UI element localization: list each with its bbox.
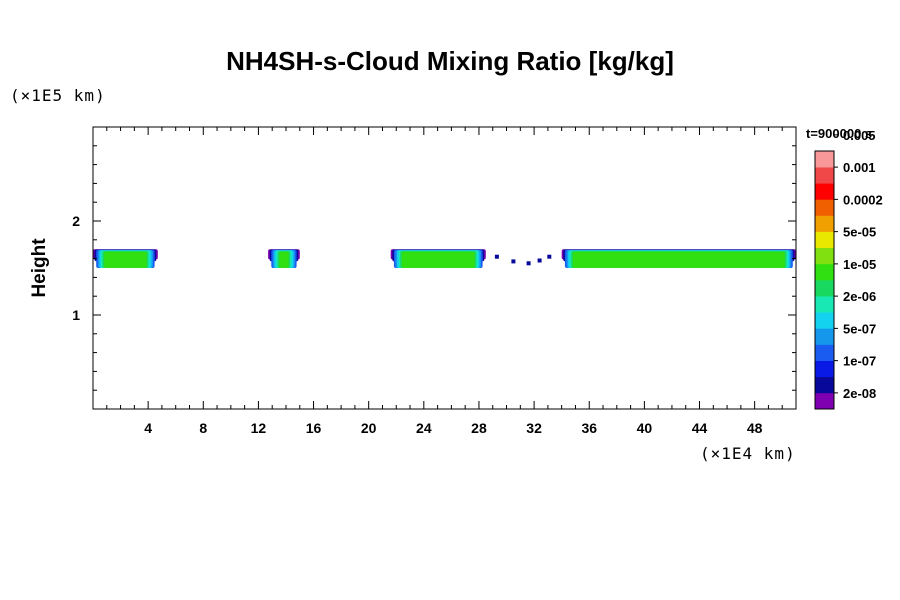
x-tick-label: 16 [306,420,322,436]
cloud-patch [511,259,516,264]
colorbar-swatch [815,183,834,200]
cloud-band [104,251,147,268]
cloud-layer [268,249,300,268]
colorbar-border [814,150,835,410]
colorbar-swatch [815,167,834,184]
colorbar-swatch [815,296,834,313]
x-tick-label: 4 [144,420,152,436]
colorbar-label: 1e-07 [843,354,876,369]
x-tick-label: 36 [581,420,597,436]
cloud-band [401,251,475,268]
y-tick-label: 1 [72,307,80,323]
colorbar-swatch [815,199,834,216]
x-tick-label: 12 [251,420,267,436]
colorbar-label: 0.0002 [843,192,883,207]
colorbar-label: 2e-08 [843,386,876,401]
cloud-band [279,251,289,268]
colorbar-swatch [815,376,834,394]
cloud-band [572,251,785,268]
chart-title: NH4SH-s-Cloud Mixing Ratio [kg/kg] [226,46,674,76]
colorbar-label: 0.005 [843,128,876,143]
plot-border [92,126,797,410]
x-tick-label: 48 [747,420,763,436]
cloud-patch [494,254,499,259]
y-tick-label: 2 [72,213,80,229]
colorbar-label: 5e-05 [843,225,876,240]
colorbar-label: 2e-06 [843,289,876,304]
x-tick-label: 8 [199,420,207,436]
cloud-layer [93,249,158,268]
cloud-patch [526,261,531,266]
cloud-patch [547,254,552,259]
colorbar-label: 1e-05 [843,257,876,272]
colorbar-swatch [815,392,834,410]
x-tick-label: 24 [416,420,432,436]
time-label: t=900000 s [806,126,873,141]
colorbar-label: 5e-07 [843,321,876,336]
colorbar-swatch [815,231,834,249]
x-tick-label: 44 [692,420,708,436]
x-tick-label: 32 [526,420,542,436]
cloud-layer [561,249,796,268]
y-axis-unit: (×1E5 km) [10,86,106,105]
colorbar-swatch [815,215,834,232]
colorbar-swatch [815,263,834,281]
cloud-patch [537,258,542,263]
colorbar-swatch [815,280,834,297]
colorbar-swatch [815,360,834,378]
colorbar-label: 0.001 [843,160,876,175]
x-axis-unit: (×1E4 km) [700,444,796,463]
colorbar-swatch [815,312,834,329]
colorbar-swatch [815,151,834,168]
cloud-field [93,249,796,268]
colorbar-swatch [815,328,834,345]
colorbar-swatch [815,247,834,265]
x-tick-label: 28 [471,420,487,436]
colorbar-swatch [815,344,834,361]
colorbar: 2e-08 1e-07 5e-07 2e-06 1e-05 5e-05 0.0002 0.00… [814,128,883,410]
x-tick-label: 20 [361,420,377,436]
x-tick-label: 40 [637,420,653,436]
cloud-layer [390,249,486,268]
